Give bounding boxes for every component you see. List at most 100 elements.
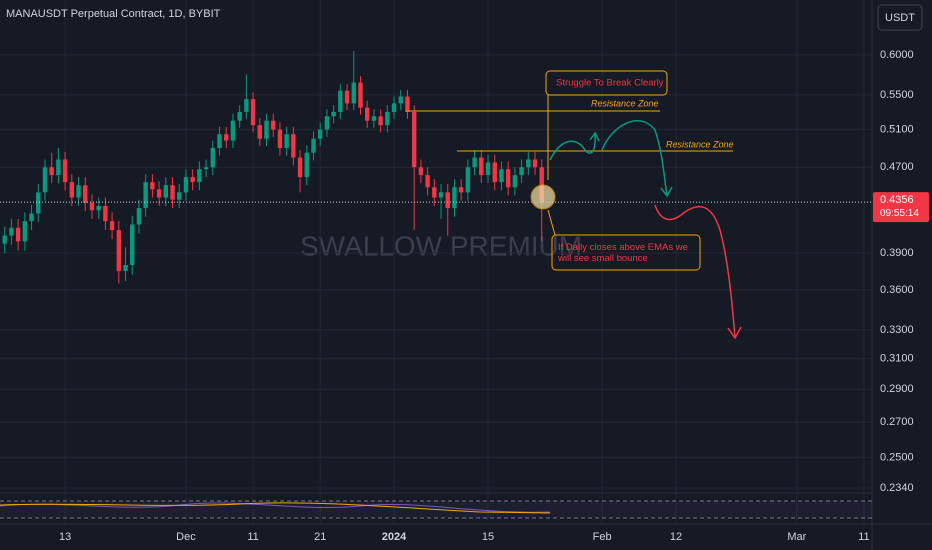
candle-body	[230, 120, 236, 141]
candle-body	[519, 167, 524, 176]
y-tick-label: 0.4700	[880, 161, 914, 173]
candle-body	[297, 157, 303, 178]
candle-body	[271, 120, 276, 130]
candle-body	[89, 202, 95, 211]
candle-body	[452, 187, 457, 209]
candle-body	[96, 205, 101, 211]
candle-body	[479, 157, 484, 176]
y-tick-label: 0.2900	[880, 383, 914, 395]
candle-body	[190, 177, 195, 183]
y-tick-label: 0.2500	[880, 452, 914, 464]
annotation-line	[547, 209, 556, 236]
candle-body	[62, 159, 68, 183]
candles	[2, 51, 544, 284]
candle-body	[512, 175, 518, 188]
candle-body	[2, 235, 7, 244]
candle-body	[42, 167, 48, 193]
candle-body	[9, 227, 14, 236]
candle-body	[405, 96, 410, 112]
last-price-box	[873, 192, 929, 223]
candle-body	[284, 134, 289, 149]
last-price-label: 0.4356	[880, 194, 914, 206]
candle-body	[277, 129, 283, 149]
candle-body	[418, 167, 424, 176]
candle-body	[311, 138, 316, 153]
currency[interactable]: USDT	[885, 12, 915, 24]
x-tick-label: 21	[314, 531, 326, 543]
candle-body	[156, 189, 162, 198]
candle-body	[465, 167, 471, 193]
candle-body	[163, 185, 169, 198]
candle-body	[203, 167, 209, 170]
annotation-box	[545, 70, 668, 96]
candle-body	[76, 185, 81, 198]
resistance-label: Resistance Zone	[666, 139, 734, 149]
candle-body	[109, 221, 115, 231]
resistance-label: Resistance Zone	[591, 98, 659, 108]
projection-up	[549, 131, 600, 161]
candle-body	[492, 162, 497, 183]
candle-body	[264, 120, 269, 139]
projection-down	[654, 204, 742, 340]
candle-body	[485, 162, 491, 176]
x-tick-label: Mar	[787, 531, 806, 543]
candle-body	[411, 111, 417, 168]
y-tick-label: 0.2700	[880, 416, 914, 428]
candle-body	[116, 230, 122, 272]
y-tick-label: 0.6000	[880, 49, 914, 61]
candle-body	[143, 182, 148, 209]
candle-body	[324, 116, 330, 130]
candle-body	[257, 125, 262, 139]
candle-body	[136, 208, 142, 225]
candle-body	[224, 134, 229, 141]
candle-body	[532, 159, 538, 168]
highlight-circle	[530, 184, 556, 210]
candle-body	[170, 185, 175, 200]
candle-body	[445, 192, 450, 209]
y-tick-label: 0.5100	[880, 124, 914, 136]
x-tick-label: Feb	[593, 531, 612, 543]
candle-body	[15, 227, 21, 242]
candle-body	[29, 213, 34, 222]
candle-body	[378, 116, 383, 126]
x-tick-label: 12	[670, 531, 682, 543]
candle-body	[49, 167, 54, 176]
candle-body	[250, 99, 256, 126]
candle-body	[22, 221, 28, 242]
candle-body	[425, 175, 430, 188]
candle-body	[210, 148, 215, 168]
candle-body	[177, 192, 182, 200]
x-tick-label: 15	[482, 531, 494, 543]
rsi-ma	[0, 502, 551, 514]
annotation-box	[551, 234, 701, 271]
currency-button[interactable]	[877, 4, 923, 31]
rsi-line	[0, 502, 551, 513]
candle-body	[351, 82, 356, 104]
candle-body	[385, 111, 390, 126]
candle-body	[438, 192, 444, 198]
x-tick-label: 13	[59, 531, 71, 543]
x-tick-label: 11	[858, 531, 869, 543]
candle-body	[183, 177, 189, 193]
annotation: If Daily closes above EMAs we will see s…	[558, 242, 688, 264]
y-tick-label: 0.3100	[880, 353, 914, 365]
y-tick-label: 0.2340	[880, 482, 914, 494]
candle-body	[364, 107, 370, 121]
candle-body	[526, 159, 531, 168]
candle-body	[331, 111, 336, 117]
candle-body	[304, 152, 309, 178]
candle-body	[398, 96, 403, 104]
grid	[0, 0, 872, 524]
candle-body	[244, 99, 249, 112]
candle-body	[458, 187, 464, 193]
annotation: Struggle To Break Clearly	[556, 78, 664, 89]
candle-body	[56, 159, 61, 176]
candle-body	[237, 111, 242, 121]
x-tick-label: 11	[247, 531, 258, 543]
candle-body	[505, 169, 511, 188]
candle-body	[69, 182, 75, 198]
candle-body	[391, 103, 397, 112]
y-tick-label: 0.5500	[880, 89, 914, 101]
